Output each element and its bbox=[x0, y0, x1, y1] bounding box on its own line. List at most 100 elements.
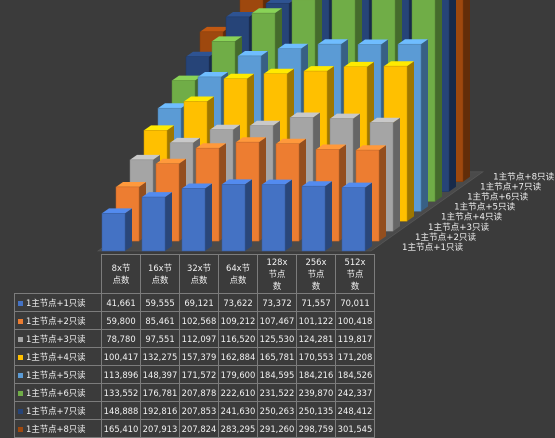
category-header-label: 256x 节点 数 bbox=[305, 257, 327, 291]
bar-top bbox=[222, 179, 252, 185]
table-row: 1主节点+7只读 148,888 192,816 207,853 241,630 250,… bbox=[14, 401, 375, 420]
category-header: 32x节 点数 bbox=[179, 254, 219, 294]
bar-side bbox=[463, 0, 470, 182]
table-cell: 298,759 bbox=[296, 419, 336, 438]
table-row: 1主节点+2只读 59,800 85,461 102,568 109,212 107,46… bbox=[14, 311, 375, 330]
bar-side bbox=[407, 61, 414, 222]
table-row: 1主节点+6只读 133,552 176,781 207,878 222,610 231,… bbox=[14, 383, 375, 402]
table-cell: 125,530 bbox=[257, 329, 297, 348]
table-cell: 70,011 bbox=[335, 293, 375, 312]
bar bbox=[301, 181, 332, 252]
bar-top bbox=[116, 182, 146, 187]
bar-top bbox=[262, 179, 292, 185]
bar-top bbox=[212, 36, 242, 42]
legend-row-label: 1主节点+4只读 bbox=[14, 347, 102, 366]
bar-front bbox=[221, 184, 246, 252]
bar-front bbox=[301, 185, 326, 252]
bar-side bbox=[165, 192, 172, 251]
table-cell: 170,553 bbox=[296, 347, 336, 366]
legend-row-label: 1主节点+1只读 bbox=[14, 293, 102, 312]
table-cell: 112,097 bbox=[179, 329, 219, 348]
legend-swatch bbox=[18, 426, 23, 432]
table-cell: 107,467 bbox=[257, 311, 297, 330]
bar-front bbox=[101, 212, 126, 252]
table-cell: 100,417 bbox=[101, 347, 141, 366]
table-cell: 242,337 bbox=[335, 383, 375, 402]
bar-top bbox=[170, 137, 200, 143]
table-cell: 207,913 bbox=[140, 419, 180, 438]
bar-top bbox=[226, 11, 256, 17]
bar-top bbox=[398, 39, 428, 45]
bar-top bbox=[252, 8, 282, 14]
table-cell: 207,878 bbox=[179, 383, 219, 402]
series-name: 1主节点+4只读 bbox=[26, 351, 86, 362]
legend-swatch bbox=[18, 336, 23, 342]
table-cell: 113,896 bbox=[101, 365, 141, 384]
table-body: 1主节点+1只读 41,661 59,555 69,121 73,622 73,372 71… bbox=[14, 293, 375, 438]
bar-top bbox=[358, 39, 388, 45]
series-name: 1主节点+5只读 bbox=[26, 369, 86, 380]
table-cell: 176,781 bbox=[140, 383, 180, 402]
data-table: 8x节 点数 16x节 点数 32x节 点数 64x节 点数 128x 节点 数 256x… bbox=[14, 254, 375, 438]
bar-side bbox=[379, 145, 386, 242]
bar-top bbox=[210, 124, 240, 130]
bar-top bbox=[316, 144, 346, 150]
bar-top bbox=[156, 158, 186, 164]
table-cell: 184,595 bbox=[257, 365, 297, 384]
series-axis-label: 1主节点+6只读 bbox=[467, 191, 529, 203]
table-cell: 291,260 bbox=[257, 419, 297, 438]
table-cell: 97,551 bbox=[140, 329, 180, 348]
category-header: 16x节 点数 bbox=[140, 254, 180, 294]
series-name: 1主节点+1只读 bbox=[26, 297, 86, 308]
bar-top bbox=[172, 75, 202, 81]
series-name: 1主节点+7只读 bbox=[26, 405, 86, 416]
legend-row-label: 1主节点+5只读 bbox=[14, 365, 102, 384]
bar-side bbox=[285, 179, 292, 251]
table-cell: 100,418 bbox=[335, 311, 375, 330]
series-axis-label: 1主节点+1只读 bbox=[402, 241, 464, 253]
bars-layer bbox=[101, 0, 470, 252]
table-cell: 171,572 bbox=[179, 365, 219, 384]
table-corner bbox=[14, 254, 102, 294]
bar-top bbox=[384, 61, 414, 67]
legend-swatch bbox=[18, 318, 23, 324]
table-row: 1主节点+1只读 41,661 59,555 69,121 73,622 73,372 71… bbox=[14, 293, 375, 312]
bar-top bbox=[250, 120, 280, 126]
category-header-label: 128x 节点 数 bbox=[266, 257, 288, 291]
series-depth-axis-labels: 1主节点+1只读1主节点+2只读1主节点+3只读1主节点+4只读1主节点+5只读… bbox=[402, 170, 555, 253]
table-cell: 250,135 bbox=[296, 401, 336, 420]
table-cell: 71,557 bbox=[296, 293, 336, 312]
table-cell: 41,661 bbox=[101, 293, 141, 312]
table-row: 1主节点+8只读 165,410 207,913 207,824 283,295 291,… bbox=[14, 419, 375, 438]
legend-row-label: 1主节点+2只读 bbox=[14, 311, 102, 330]
bar-top bbox=[142, 192, 172, 198]
legend-swatch bbox=[18, 300, 23, 306]
table-cell: 239,870 bbox=[296, 383, 336, 402]
bar-side bbox=[205, 183, 212, 251]
category-header: 512x 节点 数 bbox=[335, 254, 375, 294]
bar-front bbox=[261, 184, 286, 252]
series-name: 1主节点+3只读 bbox=[26, 333, 86, 344]
table-cell: 133,552 bbox=[101, 383, 141, 402]
series-axis-label: 1主节点+8只读 bbox=[493, 170, 555, 182]
table-cell: 148,888 bbox=[101, 401, 141, 420]
legend-row-label: 1主节点+7只读 bbox=[14, 401, 102, 420]
bar-top bbox=[182, 183, 212, 189]
series-axis-label: 1主节点+5只读 bbox=[454, 201, 516, 213]
bar-top bbox=[330, 113, 360, 119]
series-axis-label: 1主节点+4只读 bbox=[441, 211, 503, 223]
table-cell: 85,461 bbox=[140, 311, 180, 330]
table-cell: 248,412 bbox=[335, 401, 375, 420]
bar-top bbox=[102, 208, 132, 214]
bar-top bbox=[290, 112, 320, 118]
table-cell: 207,853 bbox=[179, 401, 219, 420]
bar-top bbox=[356, 145, 386, 151]
bar bbox=[261, 179, 292, 252]
legend-swatch bbox=[18, 354, 23, 360]
table-cell: 171,208 bbox=[335, 347, 375, 366]
bar-side bbox=[435, 0, 442, 202]
table-cell: 132,275 bbox=[140, 347, 180, 366]
table-cell: 241,630 bbox=[218, 401, 258, 420]
bar-top bbox=[302, 181, 332, 187]
legend-row-label: 1主节点+3只读 bbox=[14, 329, 102, 348]
